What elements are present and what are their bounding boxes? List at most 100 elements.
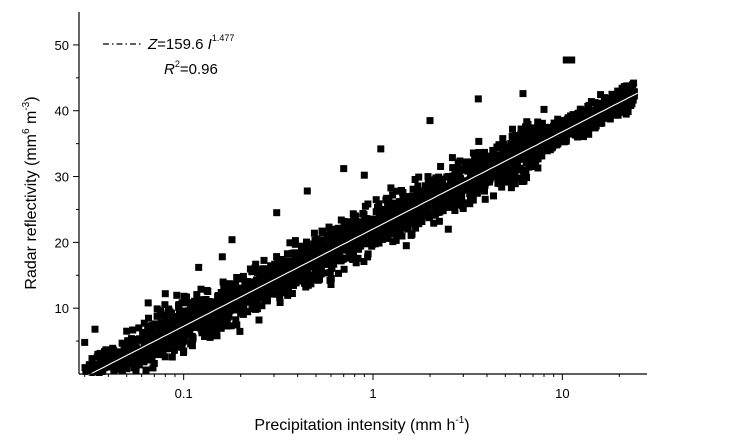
data-point <box>306 240 314 248</box>
data-point <box>185 307 193 315</box>
data-point <box>284 275 292 283</box>
data-point <box>275 257 283 265</box>
data-point <box>163 345 170 353</box>
data-point <box>212 325 220 332</box>
data-point <box>271 282 279 290</box>
data-point <box>470 186 478 194</box>
data-point <box>493 152 501 159</box>
data-point <box>473 165 481 173</box>
data-point <box>324 245 332 253</box>
data-point <box>404 225 412 233</box>
data-point <box>90 367 98 374</box>
data-point <box>407 214 415 222</box>
data-point <box>469 160 477 168</box>
data-point <box>546 130 554 138</box>
data-point <box>201 313 209 321</box>
data-point <box>402 242 410 250</box>
data-point <box>583 126 591 134</box>
data-point <box>107 351 115 358</box>
data-point <box>283 259 291 267</box>
data-point <box>509 125 516 133</box>
data-point <box>260 256 268 264</box>
data-point <box>164 309 172 317</box>
data-point <box>236 291 244 299</box>
data-point <box>438 203 446 211</box>
data-point <box>389 191 397 199</box>
data-point <box>158 332 166 340</box>
data-point <box>545 136 553 144</box>
data-point <box>272 267 280 275</box>
data-point <box>473 176 481 184</box>
data-point <box>512 137 520 145</box>
data-point <box>452 200 460 208</box>
data-point <box>522 153 530 161</box>
data-point <box>239 272 247 280</box>
data-point <box>314 255 321 263</box>
data-point <box>291 240 299 248</box>
data-point <box>571 131 579 139</box>
data-point <box>417 215 425 222</box>
data-point <box>335 269 342 277</box>
data-point <box>620 83 628 91</box>
data-point <box>276 294 284 302</box>
data-point <box>275 288 283 296</box>
data-point <box>522 139 529 147</box>
data-point <box>435 173 443 181</box>
data-point <box>356 234 364 242</box>
data-point <box>443 192 451 199</box>
data-point <box>327 260 335 268</box>
data-point <box>293 272 301 280</box>
data-point <box>140 343 148 351</box>
data-point <box>217 324 225 332</box>
data-point <box>195 263 203 271</box>
data-point <box>421 182 429 190</box>
x-tick-label: 0.1 <box>175 386 193 401</box>
data-point <box>226 307 234 315</box>
data-point <box>391 206 399 214</box>
data-point <box>234 303 242 311</box>
data-point <box>154 340 162 348</box>
data-point <box>250 278 258 286</box>
data-point <box>396 229 404 237</box>
data-point <box>256 274 264 282</box>
data-point <box>129 352 137 360</box>
data-point <box>394 200 402 208</box>
data-point <box>303 260 311 268</box>
data-point <box>246 265 254 273</box>
data-point <box>221 281 229 289</box>
data-point <box>180 292 188 300</box>
data-point <box>204 309 212 317</box>
data-point <box>155 351 162 359</box>
data-point <box>505 176 512 184</box>
data-point <box>114 360 121 368</box>
data-point <box>178 322 185 330</box>
data-point <box>360 171 368 179</box>
data-point <box>383 224 391 232</box>
data-point <box>134 347 142 355</box>
data-point <box>562 137 570 145</box>
data-point <box>610 106 617 114</box>
data-point <box>485 160 493 168</box>
data-point <box>253 301 261 309</box>
data-point <box>185 323 193 331</box>
data-point <box>534 164 542 172</box>
data-point <box>155 333 162 340</box>
data-point <box>302 264 310 272</box>
data-point <box>340 265 348 273</box>
data-point <box>139 354 147 362</box>
data-point <box>382 196 390 204</box>
data-point <box>475 149 483 156</box>
data-point <box>296 276 304 284</box>
data-point <box>81 338 89 346</box>
data-point <box>428 177 436 185</box>
data-point <box>536 123 544 131</box>
data-point <box>398 199 406 207</box>
data-point <box>613 95 621 102</box>
data-point <box>241 285 249 293</box>
data-point <box>94 360 102 368</box>
data-point <box>425 210 432 218</box>
data-point <box>334 254 342 262</box>
data-point <box>415 173 423 181</box>
data-point <box>356 242 364 250</box>
data-point <box>567 126 575 134</box>
